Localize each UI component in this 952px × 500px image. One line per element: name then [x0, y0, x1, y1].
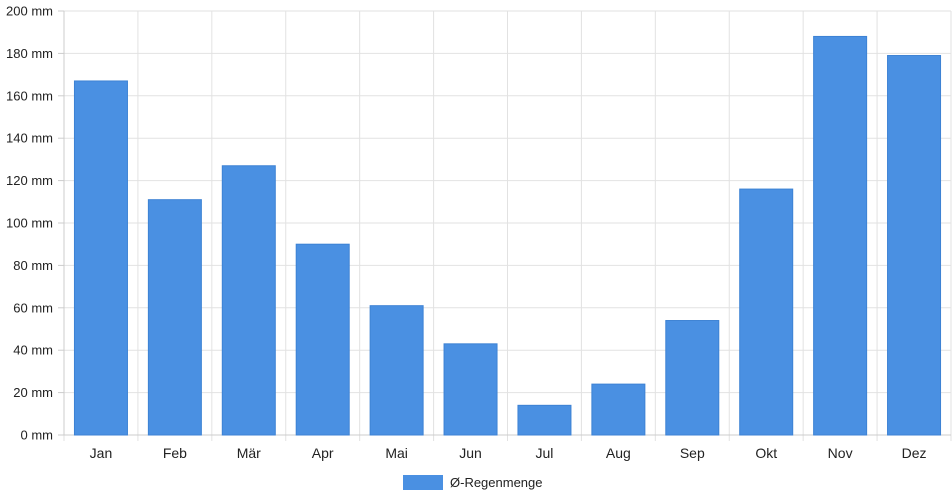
y-tick-label: 140 mm: [6, 131, 53, 146]
y-tick-label: 0 mm: [21, 428, 54, 443]
x-tick-label: Sep: [680, 445, 705, 461]
x-tick-label: Mai: [385, 445, 408, 461]
x-tick-label: Nov: [828, 445, 853, 461]
x-tick-label: Jul: [536, 445, 554, 461]
x-tick-label: Feb: [163, 445, 187, 461]
y-tick-label: 180 mm: [6, 46, 53, 61]
x-tick-labels: Jan Feb Mär Apr Mai Jun Jul Aug Sep Okt Nov Dez: [90, 445, 927, 461]
bar-jul[interactable]: [517, 404, 572, 436]
bar-sep[interactable]: [665, 320, 720, 436]
bar-aug[interactable]: [591, 383, 646, 436]
bar-mai[interactable]: [369, 305, 424, 436]
legend[interactable]: Ø-Regenmenge: [403, 475, 543, 490]
bar-dez[interactable]: [887, 55, 942, 436]
bar-jan[interactable]: [73, 80, 128, 436]
y-tick-label: 60 mm: [13, 300, 53, 315]
y-tick-label: 80 mm: [13, 258, 53, 273]
bar-okt[interactable]: [739, 188, 794, 436]
y-tick-labels: 0 mm 20 mm 40 mm 60 mm 80 mm 100 mm 120 mm 140 …: [6, 4, 53, 443]
y-tick-label: 200 mm: [6, 4, 53, 19]
x-tick-label: Jan: [90, 445, 113, 461]
bar-mär[interactable]: [221, 165, 276, 436]
x-tick-label: Dez: [902, 445, 927, 461]
bar-series: [73, 35, 942, 436]
y-tick-label: 20 mm: [13, 385, 53, 400]
axes: [58, 10, 951, 436]
x-tick-label: Apr: [312, 445, 334, 461]
y-tick-label: 120 mm: [6, 173, 53, 188]
bar-nov[interactable]: [813, 35, 868, 436]
y-tick-label: 160 mm: [6, 88, 53, 103]
x-tick-label: Mär: [237, 445, 261, 461]
x-tick-label: Jun: [459, 445, 482, 461]
x-tick-label: Aug: [606, 445, 631, 461]
x-tick-label: Okt: [755, 445, 777, 461]
y-tick-label: 100 mm: [6, 216, 53, 231]
y-tick-label: 40 mm: [13, 343, 53, 358]
bar-jun[interactable]: [443, 343, 498, 436]
legend-swatch: [403, 475, 443, 490]
bar-feb[interactable]: [147, 199, 202, 436]
legend-label: Ø-Regenmenge: [450, 475, 543, 490]
bar-apr[interactable]: [295, 243, 350, 436]
